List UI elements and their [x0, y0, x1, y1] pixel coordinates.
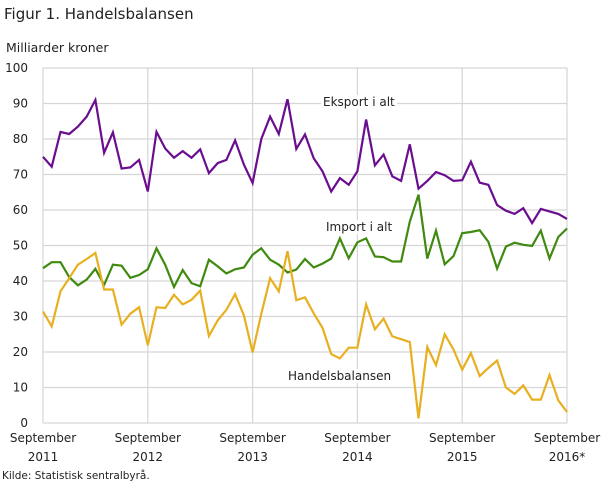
- y-tick-label: 60: [13, 203, 28, 217]
- series-label-backdrop: [324, 220, 395, 234]
- x-tick-label-year: 2013: [237, 450, 268, 464]
- y-tick-label: 90: [13, 97, 28, 111]
- x-tick-label-month: September: [429, 431, 495, 445]
- y-tick-label: 20: [13, 345, 28, 359]
- source-note: Kilde: Statistisk sentralbyrå.: [2, 470, 150, 482]
- series-line-eksport-i-alt: [42, 96, 568, 226]
- series-line-import-i-alt: [42, 194, 568, 290]
- x-tick-label-year: 2015: [447, 450, 478, 464]
- y-axis-unit-label: Milliarder kroner: [6, 40, 109, 55]
- x-tick-label-year: 2012: [133, 450, 164, 464]
- data-series: [42, 96, 568, 419]
- x-tick-label-month: September: [534, 431, 600, 445]
- series-label-backdrop: [321, 95, 398, 109]
- x-tick-label-month: September: [115, 431, 181, 445]
- y-tick-label: 50: [13, 239, 28, 253]
- x-tick-label-year: 2014: [342, 450, 373, 464]
- series-label-import-i-alt: Import i alt: [326, 220, 392, 234]
- x-tick-label-month: September: [219, 431, 285, 445]
- series-label-handelsbalansen: Handelsbalansen: [288, 369, 391, 383]
- y-tick-label: 10: [13, 381, 28, 395]
- series-annotations: Eksport i alt Import i alt Handelsbalansen: [286, 95, 398, 383]
- series-line-handelsbalansen: [42, 250, 568, 419]
- y-tick-label: 30: [13, 310, 28, 324]
- x-tick-label-year: 2011: [28, 450, 59, 464]
- gridlines: [42, 67, 568, 424]
- y-tick-label: 100: [5, 61, 28, 75]
- x-tick-label-year: 2016*: [549, 450, 586, 464]
- series-label-eksport-i-alt: Eksport i alt: [323, 95, 395, 109]
- y-tick-label: 70: [13, 168, 28, 182]
- y-tick-label: 0: [20, 416, 28, 430]
- y-axis-ticks: 0 10 20 30 40 50 60 70 80 90 100: [5, 61, 28, 430]
- y-tick-label: 80: [13, 132, 28, 146]
- x-axis-ticks: September 2011 September 2012 September 2013 S…: [10, 431, 600, 464]
- figure-title: Figur 1. Handelsbalansen: [4, 5, 194, 23]
- x-tick-label-month: September: [10, 431, 76, 445]
- series-label-backdrop: [286, 369, 394, 383]
- y-tick-label: 40: [13, 274, 28, 288]
- x-tick-label-month: September: [324, 431, 390, 445]
